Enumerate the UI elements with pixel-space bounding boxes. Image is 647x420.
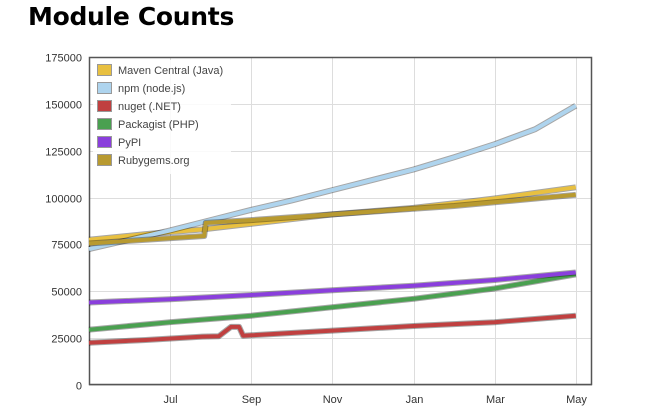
series-line — [88, 272, 577, 332]
legend-swatch — [97, 118, 112, 130]
x-tick-label: Nov — [323, 394, 343, 406]
y-tick-label: 25000 — [51, 334, 82, 346]
legend-label[interactable]: Packagist (PHP) — [118, 119, 199, 131]
series-line — [88, 192, 576, 246]
legend-label[interactable]: PyPI — [118, 137, 141, 149]
legend-label[interactable]: nuget (.NET) — [118, 101, 181, 113]
x-tick-label: Jan — [406, 394, 424, 406]
legend-label[interactable]: Maven Central (Java) — [118, 65, 223, 77]
legend-swatch — [97, 136, 112, 148]
series-line — [88, 270, 576, 305]
y-tick-label: 175000 — [45, 53, 82, 65]
axes: 0 25000 50000 75000 100000 125000 150000 175000… — [45, 53, 593, 406]
y-tick-label: 100000 — [45, 194, 82, 206]
page-title: Module Counts — [28, 2, 235, 31]
y-tick-label: 125000 — [45, 147, 82, 159]
legend-label[interactable]: Rubygems.org — [118, 155, 190, 167]
plot-frame — [88, 56, 593, 386]
x-tick-label: Sep — [242, 394, 262, 406]
y-tick-label: 0 — [76, 381, 82, 393]
legend-swatch — [97, 82, 112, 94]
x-tick-label: May — [566, 394, 587, 406]
x-tick-label: Jul — [163, 394, 177, 406]
series-line — [88, 103, 577, 252]
x-tick-label: Mar — [486, 394, 505, 406]
legend-label[interactable]: npm (node.js) — [118, 83, 185, 95]
y-tick-label: 75000 — [51, 240, 82, 252]
y-tick-label: 150000 — [45, 100, 82, 112]
legend-swatch — [97, 100, 112, 112]
legend-swatch — [97, 154, 112, 166]
series-line — [88, 313, 576, 345]
legend-background — [93, 60, 231, 174]
y-tick-label: 50000 — [51, 287, 82, 299]
legend-swatch — [97, 64, 112, 76]
legend[interactable]: Maven Central (Java) npm (node.js) nuget (… — [93, 60, 231, 174]
series-lines — [88, 103, 578, 346]
